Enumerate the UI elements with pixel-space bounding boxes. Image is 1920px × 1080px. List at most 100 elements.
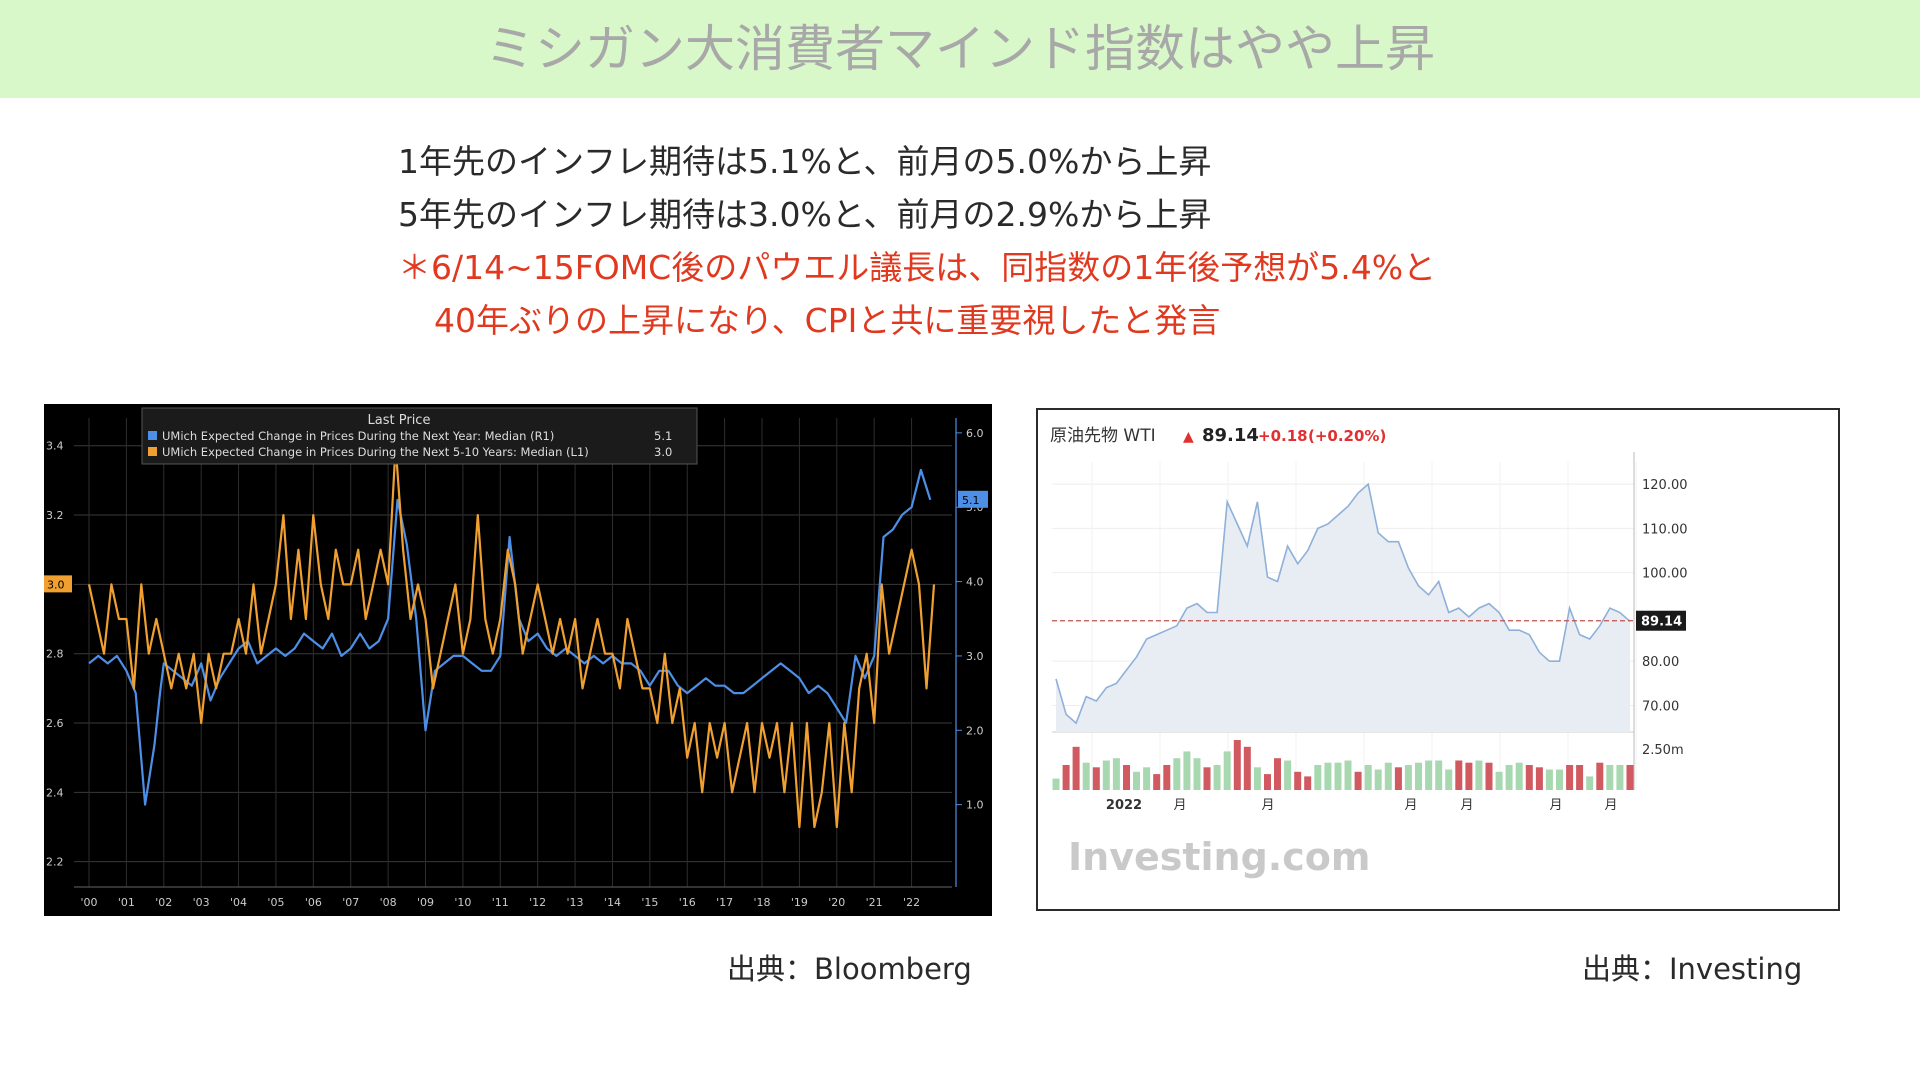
wti-volume-bar	[1374, 769, 1382, 790]
wti-x-tick-label: 月	[1404, 798, 1417, 813]
x-tick-label: '13	[567, 896, 584, 909]
wti-volume-bar	[1364, 765, 1372, 790]
wti-volume-bar	[1284, 760, 1292, 790]
wti-volume-bar	[1485, 762, 1493, 790]
wti-volume-bar	[1213, 765, 1221, 790]
wti-volume-bar	[1465, 762, 1473, 790]
wti-volume-bar	[1445, 769, 1453, 790]
wti-last-price: 89.14	[1202, 425, 1259, 446]
legend-swatch-1y	[148, 431, 157, 440]
bloomberg-chart-svg: 2.22.42.62.83.03.23.41.02.03.04.05.06.0'…	[44, 404, 992, 916]
wti-y-tick-label: 120.00	[1642, 478, 1688, 493]
last-value-tag-1y	[958, 490, 988, 508]
wti-volume-bar	[1505, 765, 1513, 790]
wti-volume-bar	[1515, 762, 1523, 790]
left-tick-label: 3.2	[46, 509, 64, 522]
wti-price-line	[1055, 482, 1631, 725]
wti-volume-bar	[1616, 765, 1624, 790]
wti-volume-bar	[1153, 774, 1161, 790]
wti-x-tick-label: 2022	[1106, 798, 1142, 813]
wti-volume-bar	[1586, 776, 1594, 790]
wti-volume-bar	[1314, 765, 1322, 790]
x-tick-label: '04	[230, 896, 247, 909]
wti-volume-bar	[1495, 771, 1503, 790]
last-value-label-1y: 5.1	[962, 494, 980, 507]
legend-title: Last Price	[368, 413, 431, 428]
wti-volume-bar	[1062, 765, 1070, 790]
legend-value-1y: 5.1	[654, 429, 672, 443]
x-tick-label: '10	[454, 896, 471, 909]
wti-volume-bar	[1193, 758, 1201, 790]
wti-volume-bar	[1455, 760, 1463, 790]
wti-volume-bar	[1072, 746, 1080, 790]
x-tick-label: '05	[267, 896, 284, 909]
wti-volume-bar	[1264, 774, 1271, 790]
bloomberg-chart: 2.22.42.62.83.03.23.41.02.03.04.05.06.0'…	[44, 404, 992, 916]
x-tick-label: '06	[305, 896, 322, 909]
wti-volume-bar	[1404, 765, 1412, 790]
wti-volume-tick-label: 2.50m	[1642, 743, 1684, 758]
wti-y-tick-label: 100.00	[1642, 567, 1688, 582]
wti-volume-bar	[1596, 762, 1604, 790]
wti-volume-bar	[1525, 765, 1533, 790]
wti-x-tick-label: 月	[1604, 798, 1617, 813]
x-tick-label: '19	[791, 896, 808, 909]
bullet-five-year: 5年先のインフレ期待は3.0%と、前月の2.9%から上昇	[398, 195, 1212, 234]
x-tick-label: '12	[529, 896, 546, 909]
wti-change: +0.18	[1258, 427, 1308, 445]
legend-value-5y: 3.0	[654, 445, 672, 459]
wti-x-tick-label: 月	[1261, 798, 1274, 813]
wti-volume-bar	[1606, 765, 1614, 790]
x-tick-label: '11	[492, 896, 509, 909]
wti-volume-bar	[1243, 746, 1251, 790]
wti-x-tick-label: 月	[1549, 798, 1562, 813]
wti-volume-bar	[1394, 767, 1402, 790]
legend-swatch-5y	[148, 447, 157, 456]
wti-volume-bar	[1344, 760, 1352, 790]
title-banner	[0, 0, 1920, 98]
right-tick-label: 3.0	[966, 650, 984, 663]
wti-x-tick-label: 月	[1460, 798, 1473, 813]
x-tick-label: '18	[753, 896, 770, 909]
wti-volume-bar	[1082, 762, 1090, 790]
x-tick-label: '02	[155, 896, 172, 909]
wti-volume-bar	[1133, 771, 1140, 790]
right-tick-label: 1.0	[966, 799, 984, 812]
series-line-1y	[88, 468, 932, 806]
wti-volume-bar	[1173, 758, 1181, 790]
wti-volume-bar	[1415, 762, 1422, 790]
wti-area-fill	[1056, 484, 1630, 732]
right-tick-label: 6.0	[966, 427, 984, 440]
note-line-2: 40年ぶりの上昇になり、CPIと共に重要視したと発言	[434, 301, 1221, 340]
right-tick-label: 2.0	[966, 724, 984, 737]
wti-volume-bar	[1183, 751, 1191, 790]
wti-volume-bar	[1052, 778, 1060, 790]
x-tick-label: '15	[641, 896, 658, 909]
last-value-label-5y: 3.0	[47, 578, 65, 591]
wti-volume-bar	[1324, 762, 1332, 790]
wti-volume-bar	[1274, 758, 1281, 790]
wti-volume-bar	[1102, 760, 1110, 790]
left-tick-label: 2.6	[46, 717, 64, 730]
wti-volume-bar	[1475, 760, 1483, 790]
left-tick-label: 3.4	[46, 440, 64, 453]
last-value-tag-5y	[44, 575, 72, 593]
wti-volume-bar	[1112, 758, 1120, 790]
wti-x-tick-label: 月	[1173, 798, 1186, 813]
x-tick-label: '22	[903, 896, 920, 909]
wti-volume-bar	[1566, 765, 1574, 790]
right-tick-label: 4.0	[966, 576, 984, 589]
wti-volume-bar	[1384, 762, 1392, 790]
wti-y-tick-label: 110.00	[1642, 522, 1688, 537]
wti-volume-bar	[1545, 769, 1553, 790]
wti-volume-bar	[1535, 767, 1543, 790]
wti-price-tag-label: 89.14	[1641, 615, 1682, 630]
wti-volume-bar	[1626, 765, 1634, 790]
wti-chart-svg: 原油先物 WTI ▲ 89.14 +0.18 (+0.20%) Investin…	[1050, 425, 1688, 879]
bullet-list: 1年先のインフレ期待は5.1%と、前月の5.0%から上昇 5年先のインフレ期待は…	[398, 135, 1436, 347]
legend-label-5y: UMich Expected Change in Prices During t…	[162, 445, 589, 459]
slide-title: ミシガン大消費者マインド指数はやや上昇	[485, 20, 1435, 78]
source-bloomberg: 出典：Bloomberg	[727, 952, 972, 986]
x-tick-label: '03	[193, 896, 210, 909]
x-tick-label: '21	[866, 896, 883, 909]
